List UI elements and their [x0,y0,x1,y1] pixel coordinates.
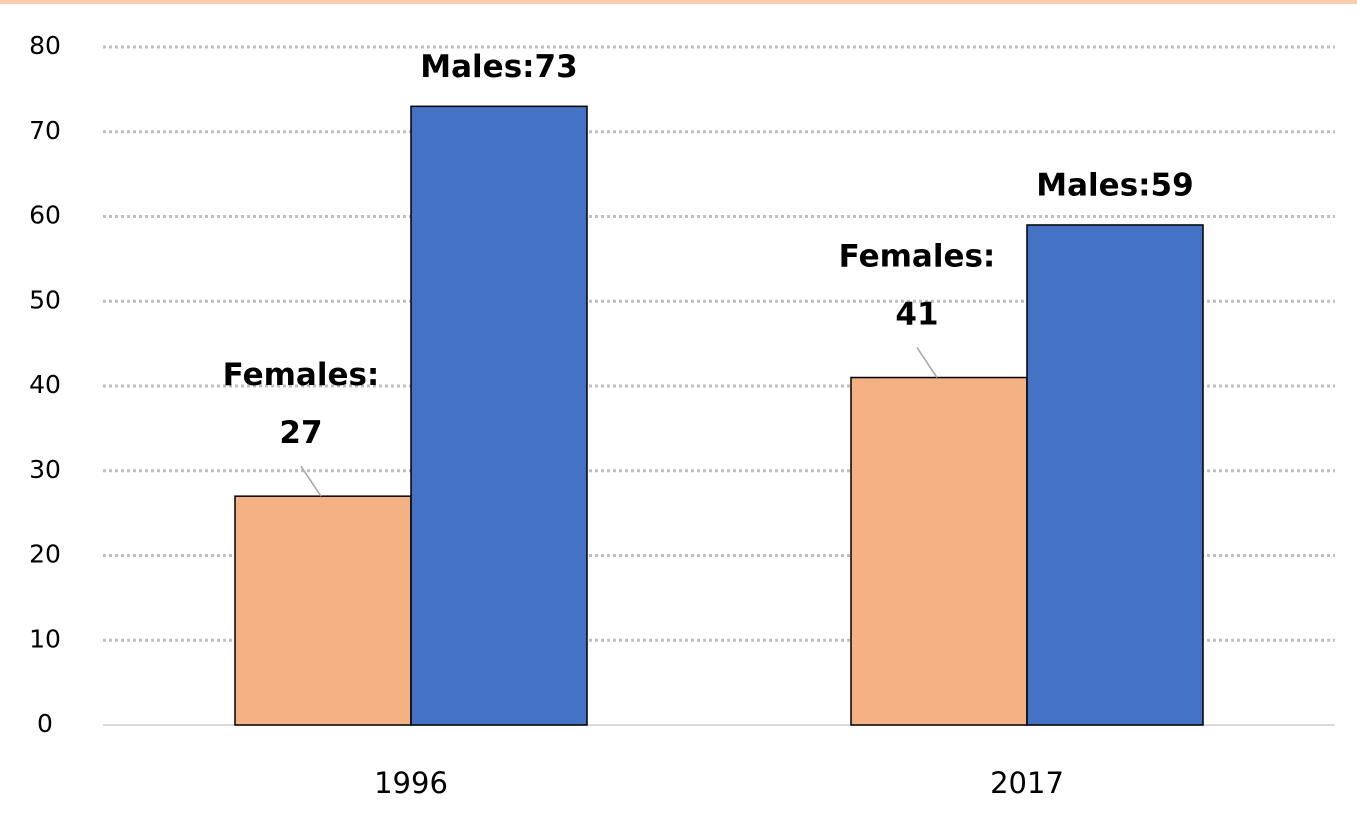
y-tick-label: 10 [29,624,61,653]
y-tick-label: 80 [29,31,61,60]
leader-line [916,347,938,378]
data-label: Males:73 [420,49,577,85]
data-label: Males:59 [1036,167,1193,203]
x-tick-label: 1996 [374,766,448,800]
bar [234,495,412,726]
y-tick-label: 0 [37,709,53,738]
x-tick-label: 2017 [990,766,1064,800]
y-tick-label: 50 [29,285,61,314]
bar [410,105,588,726]
y-tick-label: 40 [29,370,61,399]
y-tick-label: 20 [29,540,61,569]
data-label: Females: 27 [223,357,380,451]
bar [1026,224,1204,726]
y-tick-label: 30 [29,455,61,484]
data-label: Females: 41 [839,238,996,332]
top-border [0,0,1357,4]
y-tick-label: 70 [29,116,61,145]
bar [850,376,1028,726]
y-tick-label: 60 [29,201,61,230]
leader-line [300,465,322,497]
